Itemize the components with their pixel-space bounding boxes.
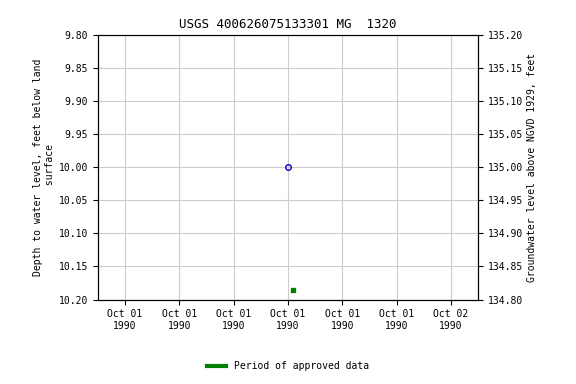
- Title: USGS 400626075133301 MG  1320: USGS 400626075133301 MG 1320: [179, 18, 397, 31]
- Y-axis label: Depth to water level, feet below land
 surface: Depth to water level, feet below land su…: [33, 58, 55, 276]
- Y-axis label: Groundwater level above NGVD 1929, feet: Groundwater level above NGVD 1929, feet: [527, 53, 537, 281]
- Legend: Period of approved data: Period of approved data: [203, 358, 373, 375]
